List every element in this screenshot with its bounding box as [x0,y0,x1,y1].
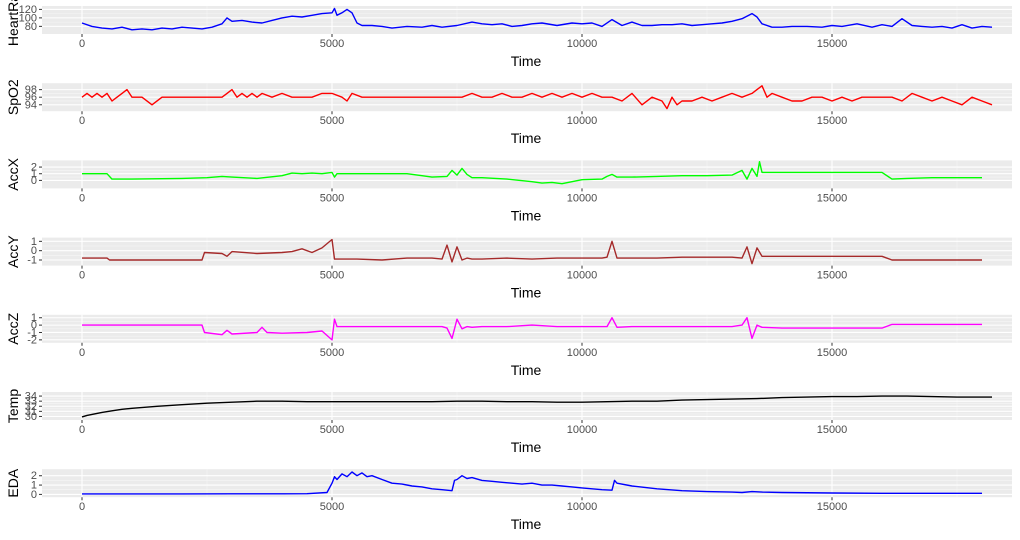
x-tick-label: 0 [79,192,85,204]
y-tick-label: 0 [31,245,37,257]
x-tick-label: 0 [79,115,85,127]
y-tick-label: 2 [31,162,37,174]
x-tick-label: 10000 [567,192,598,204]
x-tick-label: 0 [79,270,85,282]
y-tick-label: 120 [19,4,37,16]
y-tick-label: 1 [31,312,37,324]
y-tick-label: 80 [25,21,37,33]
series-line-temp [81,395,992,418]
y-axis-title: HeartRa [5,0,21,46]
x-tick-label: 0 [79,38,85,50]
x-tick-label: 10000 [567,270,598,282]
x-tick-label: 15000 [817,347,848,359]
x-tick-label: 5000 [320,38,344,50]
series-line-spo2 [81,85,993,110]
x-tick-label: 5000 [320,347,344,359]
x-tick-label: 5000 [320,115,344,127]
y-tick-label: 1 [31,168,37,180]
x-axis-title: Time [511,516,542,532]
x-tick-label: 5000 [320,424,344,436]
x-axis-title: Time [511,362,542,378]
x-tick-label: 10000 [567,38,598,50]
y-tick-label: 34 [25,391,37,403]
y-tick-label: 96 [25,92,37,104]
x-tick-label: 10000 [567,424,598,436]
x-tick-label: 10000 [567,347,598,359]
y-tick-label: 94 [25,99,37,111]
y-tick-label: -2 [27,334,37,346]
series-line-heartra [81,7,993,31]
x-tick-label: 5000 [320,192,344,204]
series-line-eda [82,471,982,495]
y-tick-label: 1 [31,480,37,492]
y-tick-label: 0 [31,320,37,332]
y-tick-label: 31 [25,406,37,418]
y-axis-title: Temp [5,389,21,423]
x-axis-title: Time [511,207,542,223]
y-tick-label: 32 [25,401,37,413]
y-tick-label: -1 [27,255,37,267]
y-tick-label: 98 [25,84,37,96]
x-tick-label: 15000 [817,424,848,436]
y-tick-label: 30 [25,411,37,423]
y-axis-title: AccX [5,157,21,190]
y-axis-title: EDA [5,468,21,497]
x-axis-title: Time [511,53,542,69]
x-tick-label: 0 [79,347,85,359]
y-tick-label: 0 [31,175,37,187]
series-line-accy [82,238,982,265]
panel-background [42,160,1012,189]
x-tick-label: 15000 [817,270,848,282]
panel-background [42,6,1012,34]
y-axis-title: AccZ [5,312,21,344]
x-tick-label: 10000 [567,115,598,127]
panel-background [42,237,1012,266]
x-tick-label: 0 [79,424,85,436]
y-axis-title: SpO2 [5,79,21,115]
x-tick-label: 5000 [320,501,344,513]
x-tick-label: 0 [79,501,85,513]
y-tick-label: 2 [31,470,37,482]
y-tick-label: -1 [27,327,37,339]
x-tick-label: 15000 [817,115,848,127]
x-tick-label: 10000 [567,501,598,513]
y-tick-label: 0 [31,489,37,501]
x-tick-label: 5000 [320,270,344,282]
x-tick-label: 15000 [817,192,848,204]
y-tick-label: 1 [31,236,37,248]
x-axis-title: Time [511,439,542,455]
x-tick-label: 15000 [817,501,848,513]
x-axis-title: Time [511,130,542,146]
x-axis-title: Time [511,285,542,301]
y-axis-title: AccY [5,235,21,268]
y-tick-label: 100 [19,12,37,24]
x-tick-label: 15000 [817,38,848,50]
y-tick-label: 33 [25,396,37,408]
series-line-accx [82,160,982,185]
series-line-accz [82,317,982,341]
